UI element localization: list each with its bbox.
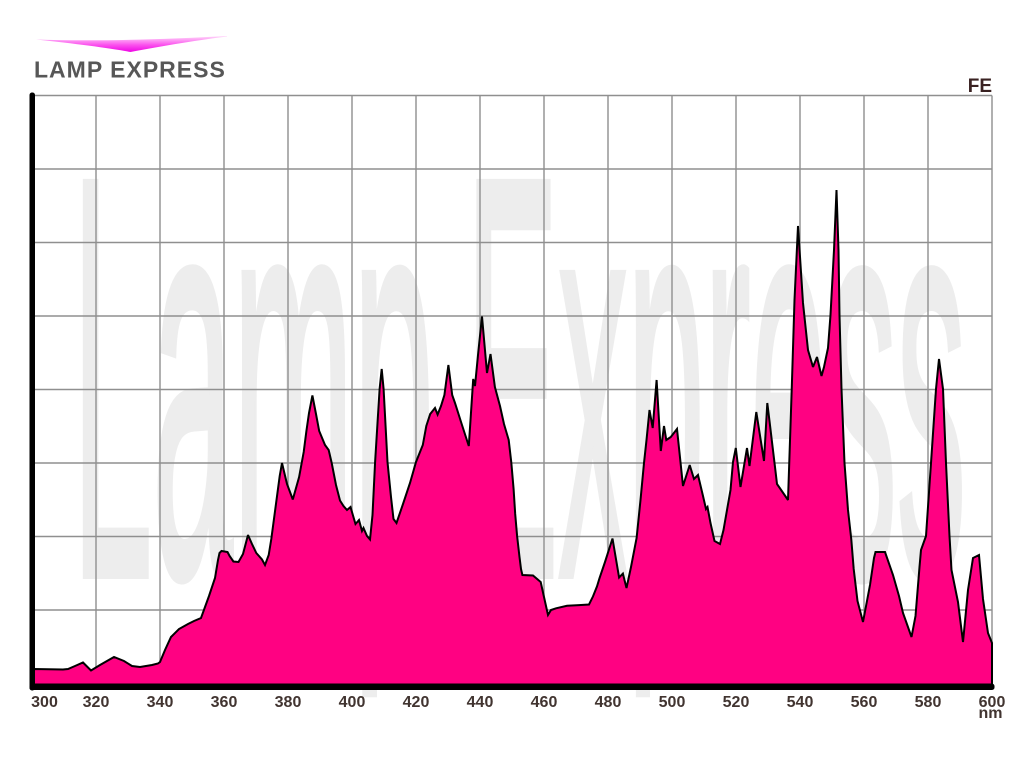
svg-text:FE: FE bbox=[968, 76, 992, 97]
svg-text:360: 360 bbox=[211, 694, 238, 711]
svg-text:520: 520 bbox=[723, 694, 750, 711]
svg-text:320: 320 bbox=[83, 694, 110, 711]
svg-text:560: 560 bbox=[851, 694, 878, 711]
svg-text:500: 500 bbox=[659, 694, 686, 711]
svg-text:nm: nm bbox=[979, 705, 1003, 722]
svg-text:460: 460 bbox=[531, 694, 558, 711]
svg-text:580: 580 bbox=[915, 694, 942, 711]
svg-text:600: 600 bbox=[979, 694, 1006, 711]
svg-text:380: 380 bbox=[275, 694, 302, 711]
svg-text:300: 300 bbox=[31, 694, 58, 711]
svg-text:420: 420 bbox=[403, 694, 430, 711]
svg-text:440: 440 bbox=[467, 694, 494, 711]
svg-text:480: 480 bbox=[595, 694, 622, 711]
svg-text:540: 540 bbox=[787, 694, 814, 711]
svg-text:340: 340 bbox=[147, 694, 174, 711]
svg-text:LAMP EXPRESS: LAMP EXPRESS bbox=[34, 57, 226, 83]
svg-text:400: 400 bbox=[339, 694, 366, 711]
